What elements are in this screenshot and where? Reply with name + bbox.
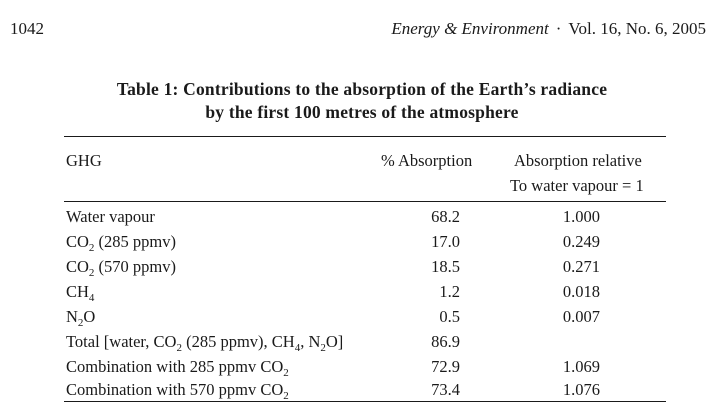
header-relative-line-1: Absorption relative: [514, 151, 642, 170]
row-absorption: 73.4: [431, 380, 460, 399]
volume-info: Vol. 16, No. 6, 2005: [568, 19, 706, 38]
table-header-rule: [64, 201, 666, 202]
row-relative: 1.076: [562, 380, 600, 399]
header-absorption: % Absorption: [381, 151, 473, 170]
header-ghg: GHG: [66, 151, 102, 170]
row-ghg-water-vapour: Water vapour: [66, 207, 155, 226]
row-relative: 0.271: [562, 257, 600, 276]
row-ghg-combination-570: Combination with 570 ppmv CO2: [66, 380, 289, 402]
row-ghg-total: Total [water, CO2 (285 ppmv), CH4, N2O]: [66, 332, 344, 354]
row-ghg-ch4: CH4: [66, 282, 95, 304]
row-ghg-combination-285: Combination with 285 ppmv CO2: [66, 357, 289, 379]
row-relative: 0.007: [562, 307, 600, 326]
row-absorption: 72.9: [431, 357, 460, 376]
row-ghg-co2-285: CO2 (285 ppmv): [66, 232, 176, 254]
row-absorption: 18.5: [431, 257, 460, 276]
table-title-line-2: by the first 100 metres of the atmospher…: [205, 102, 519, 122]
row-absorption: 68.2: [431, 207, 460, 226]
row-relative: 0.249: [562, 232, 600, 251]
header-relative-line-2: To water vapour = 1: [510, 176, 644, 195]
row-relative: 1.000: [562, 207, 600, 226]
row-ghg-n2o: N2O: [66, 307, 96, 329]
header-separator: ·: [555, 19, 562, 38]
row-absorption: 0.5: [439, 307, 460, 326]
journal-title: Energy & Environment: [391, 19, 549, 38]
table-bottom-rule: [64, 401, 666, 402]
row-relative: 1.069: [562, 357, 600, 376]
row-absorption: 86.9: [431, 332, 460, 351]
page-number: 1042: [10, 19, 44, 38]
row-relative: 0.018: [562, 282, 600, 301]
table-top-rule: [64, 136, 666, 137]
row-ghg-co2-570: CO2 (570 ppmv): [66, 257, 176, 279]
row-absorption: 17.0: [431, 232, 460, 251]
row-absorption: 1.2: [439, 282, 460, 301]
table-title-line-1: Table 1: Contributions to the absorption…: [116, 79, 608, 99]
running-header: Energy & Environment · Vol. 16, No. 6, 200…: [391, 19, 706, 39]
